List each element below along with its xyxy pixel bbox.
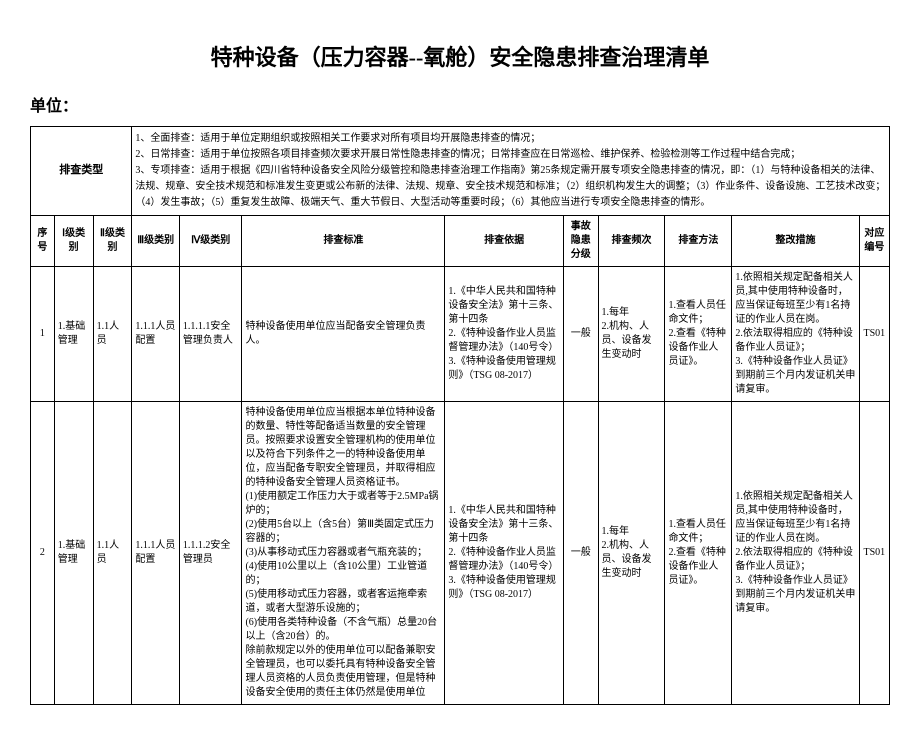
- header-code: 对应编号: [859, 216, 889, 267]
- cell-level1: 1.基础管理: [54, 267, 93, 402]
- cell-risk: 一般: [564, 267, 599, 402]
- header-measure: 整改措施: [732, 216, 859, 267]
- sort-type-label: 排查类型: [31, 127, 132, 216]
- cell-seq: 1: [31, 267, 55, 402]
- sort-type-content: 1、全面排查：适用于单位定期组织或按照相关工作要求对所有项目均开展隐患排查的情况…: [132, 127, 890, 216]
- table-row: 1 1.基础管理 1.1人员 1.1.1人员配置 1.1.1.1安全管理负责人 …: [31, 267, 890, 402]
- cell-freq: 1.每年2.机构、人员、设备发生变动时: [598, 267, 665, 402]
- table-row: 2 1.基础管理 1.1人员 1.1.1人员配置 1.1.1.2安全管理员 特种…: [31, 402, 890, 705]
- cell-seq: 2: [31, 402, 55, 705]
- cell-level1: 1.基础管理: [54, 402, 93, 705]
- header-level4: Ⅳ级类别: [179, 216, 242, 267]
- checklist-table: 排查类型 1、全面排查：适用于单位定期组织或按照相关工作要求对所有项目均开展隐患…: [30, 126, 890, 705]
- cell-basis: 1.《中华人民共和国特种设备安全法》第十三条、第十四条2.《特种设备作业人员监督…: [445, 267, 564, 402]
- header-level2: Ⅱ级类别: [93, 216, 132, 267]
- cell-code: TS01: [859, 267, 889, 402]
- cell-level2: 1.1人员: [93, 402, 132, 705]
- cell-basis: 1.《中华人民共和国特种设备安全法》第十三条、第十四条2.《特种设备作业人员监督…: [445, 402, 564, 705]
- header-row: 序号 Ⅰ级类别 Ⅱ级类别 Ⅲ级类别 Ⅳ级类别 排查标准 排查依据 事故隐患分级 …: [31, 216, 890, 267]
- cell-level4: 1.1.1.1安全管理负责人: [179, 267, 242, 402]
- header-freq: 排查频次: [598, 216, 665, 267]
- header-basis: 排查依据: [445, 216, 564, 267]
- cell-measure: 1.依照相关规定配备相关人员,其中使用特种设备时，应当保证每班至少有1名持证的作…: [732, 402, 859, 705]
- cell-measure: 1.依照相关规定配备相关人员,其中使用特种设备时，应当保证每班至少有1名持证的作…: [732, 267, 859, 402]
- cell-method: 1.查看人员任命文件；2.查看《特种设备作业人员证》。: [665, 267, 732, 402]
- sort-type-row: 排查类型 1、全面排查：适用于单位定期组织或按照相关工作要求对所有项目均开展隐患…: [31, 127, 890, 216]
- header-level1: Ⅰ级类别: [54, 216, 93, 267]
- cell-method: 1.查看人员任命文件；2.查看《特种设备作业人员证》。: [665, 402, 732, 705]
- header-method: 排查方法: [665, 216, 732, 267]
- cell-freq: 1.每年2.机构、人员、设备发生变动时: [598, 402, 665, 705]
- cell-standard: 特种设备使用单位应当配备安全管理负责人。: [242, 267, 445, 402]
- document-title: 特种设备（压力容器--氧舱）安全隐患排查治理清单: [30, 40, 890, 72]
- cell-level4: 1.1.1.2安全管理员: [179, 402, 242, 705]
- cell-level3: 1.1.1人员配置: [132, 267, 179, 402]
- header-level3: Ⅲ级类别: [132, 216, 179, 267]
- header-seq: 序号: [31, 216, 55, 267]
- cell-level3: 1.1.1人员配置: [132, 402, 179, 705]
- cell-standard: 特种设备使用单位应当根据本单位特种设备的数量、特性等配备适当数量的安全管理员。按…: [242, 402, 445, 705]
- cell-level2: 1.1人员: [93, 267, 132, 402]
- header-standard: 排查标准: [242, 216, 445, 267]
- cell-code: TS01: [859, 402, 889, 705]
- header-risk: 事故隐患分级: [564, 216, 599, 267]
- cell-risk: 一般: [564, 402, 599, 705]
- unit-label: 单位：: [30, 92, 890, 116]
